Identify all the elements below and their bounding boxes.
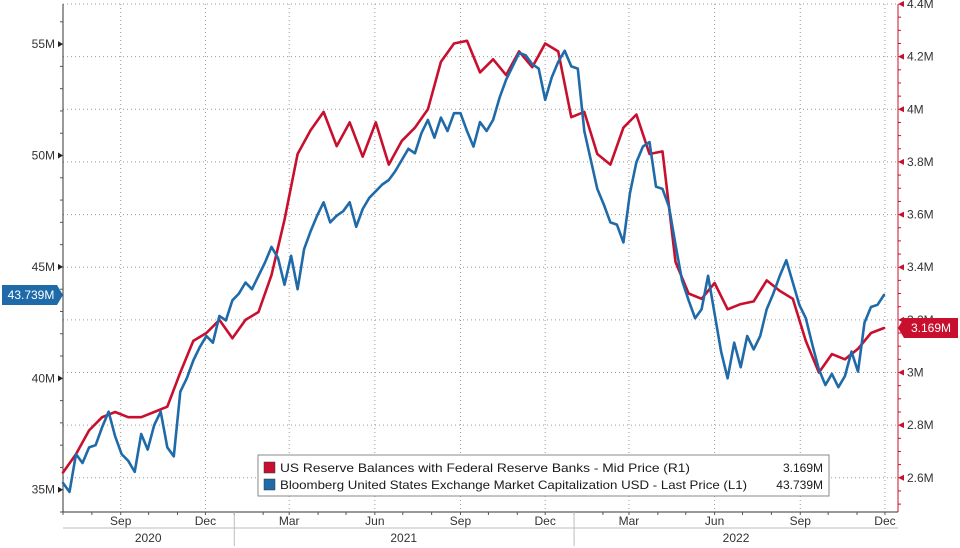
x-axis-tick-label: Dec xyxy=(874,514,895,528)
axes: 35M40M45M50M55M2.6M2.8M3M3.2M3.4M3.6M3.8… xyxy=(32,0,934,546)
x-axis-tick-label: Mar xyxy=(279,514,300,528)
last-value-flags: 43.739M 3.169M xyxy=(2,285,958,339)
left-axis-tick-label: 35M xyxy=(32,483,55,497)
right-axis-tick-label: 4M xyxy=(907,102,924,116)
legend-label-0: US Reserve Balances with Federal Reserve… xyxy=(280,461,690,475)
x-axis-tick-label: Jun xyxy=(705,514,724,528)
left-axis-tick-label: 50M xyxy=(32,149,55,163)
right-last-value-label: 3.169M xyxy=(911,321,951,335)
right-axis-tick xyxy=(898,106,904,113)
left-axis-tick xyxy=(58,375,63,382)
x-axis-year-label: 2022 xyxy=(723,531,750,545)
x-axis-tick-label: Sep xyxy=(790,514,812,528)
right-axis-tick xyxy=(898,211,904,218)
legend-label-1: Bloomberg United States Exchange Market … xyxy=(280,478,747,492)
right-axis-tick xyxy=(898,422,904,429)
right-axis-tick xyxy=(898,369,904,376)
left-axis-tick-label: 40M xyxy=(32,371,55,385)
x-axis-tick-label: Dec xyxy=(535,514,556,528)
left-last-value-flag xyxy=(2,285,63,306)
series-layer xyxy=(61,39,886,494)
series-line-1 xyxy=(61,49,886,494)
right-axis-tick-label: 3M xyxy=(907,365,924,379)
x-axis-tick-label: Mar xyxy=(619,514,640,528)
legend-box xyxy=(257,454,830,497)
grid xyxy=(63,3,898,512)
legend: US Reserve Balances with Federal Reserve… xyxy=(257,454,830,497)
left-axis-tick xyxy=(58,41,63,48)
right-last-value-flag xyxy=(898,318,958,339)
legend-value-1: 43.739M xyxy=(776,478,823,492)
legend-value-0: 3.169M xyxy=(783,461,823,475)
left-axis-tick xyxy=(58,152,63,159)
x-axis-year-label: 2020 xyxy=(135,531,162,545)
series-line-0 xyxy=(61,39,886,474)
left-last-value-label: 43.739M xyxy=(8,288,55,302)
right-axis-tick-label: 3.4M xyxy=(907,260,934,274)
left-axis-tick xyxy=(58,263,63,270)
right-axis-tick xyxy=(898,264,904,271)
x-axis-tick-label: Jun xyxy=(365,514,384,528)
right-axis-tick-label: 2.6M xyxy=(907,471,934,485)
right-axis-tick-label: 2.8M xyxy=(907,418,934,432)
x-axis-year-label: 2021 xyxy=(390,531,417,545)
legend-swatch-0 xyxy=(263,461,276,474)
left-axis-tick-label: 45M xyxy=(32,260,55,274)
legend-swatch-1 xyxy=(263,478,276,491)
x-axis-tick-label: Dec xyxy=(195,514,216,528)
x-axis-tick-label: Sep xyxy=(110,514,132,528)
left-axis-tick-label: 55M xyxy=(32,37,55,51)
right-axis-tick-label: 4.4M xyxy=(907,0,934,11)
x-axis-tick-label: Sep xyxy=(450,514,472,528)
right-axis-tick-label: 4.2M xyxy=(907,50,934,64)
right-axis-tick xyxy=(898,1,904,7)
right-axis-tick-label: 3.8M xyxy=(907,155,934,169)
right-axis-tick-label: 3.6M xyxy=(907,208,934,222)
right-axis-tick xyxy=(898,474,904,481)
left-axis-tick xyxy=(58,486,63,493)
right-axis-tick xyxy=(898,158,904,165)
right-axis-tick xyxy=(898,53,904,60)
